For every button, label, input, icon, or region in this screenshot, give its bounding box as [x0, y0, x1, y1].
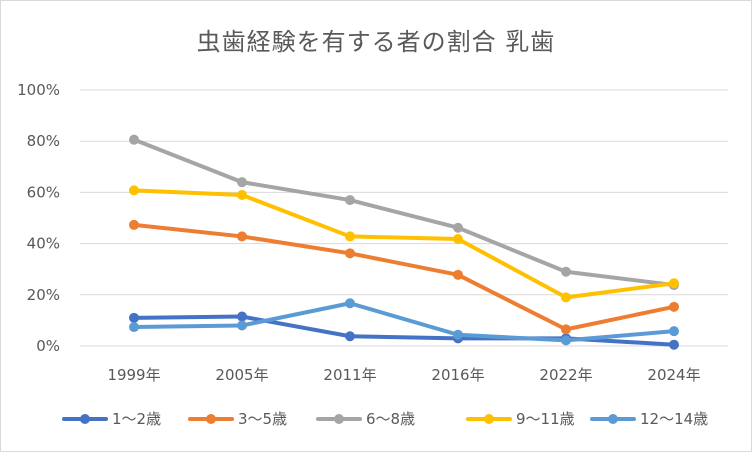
x-tick-label: 2024年 — [647, 366, 700, 384]
data-point — [237, 177, 247, 188]
gridlines — [80, 89, 728, 347]
series-line — [132, 301, 676, 343]
legend-label: 3～5歳 — [238, 410, 287, 428]
data-point — [561, 292, 571, 303]
series-line — [132, 137, 676, 288]
series-line — [132, 188, 676, 300]
data-point — [453, 222, 463, 233]
data-point — [561, 266, 571, 277]
data-point — [129, 322, 139, 333]
series-line — [132, 222, 676, 332]
data-point — [129, 134, 139, 145]
y-axis-ticks: 0% 20% 40% 60% 80% 100% — [17, 81, 60, 355]
y-tick-label: 20% — [27, 286, 60, 304]
x-tick-label: 1999年 — [107, 366, 160, 384]
legend-entry: 12～14歳 — [590, 410, 708, 428]
legend-marker — [484, 414, 494, 424]
legend-label: 9～11歳 — [516, 410, 575, 428]
y-tick-label: 80% — [27, 132, 60, 150]
data-point — [669, 326, 679, 337]
data-point — [561, 324, 571, 335]
legend-label: 6～8歳 — [366, 410, 415, 428]
y-tick-label: 100% — [17, 81, 60, 99]
data-point — [237, 311, 247, 322]
data-point — [453, 269, 463, 280]
legend-entry: 1～2歳 — [62, 410, 161, 428]
legend-marker — [206, 414, 216, 424]
series-2 — [129, 219, 679, 335]
legend-marker — [334, 414, 344, 424]
data-point — [129, 312, 139, 323]
data-point — [669, 278, 679, 289]
data-point — [345, 248, 355, 259]
y-tick-label: 0% — [36, 337, 60, 355]
data-point — [237, 231, 247, 242]
x-tick-label: 2011年 — [323, 366, 376, 384]
legend-entry: 9～11歳 — [466, 410, 575, 428]
data-point — [129, 185, 139, 196]
x-axis-ticks: 1999年 2005年 2011年 2016年 2022年 2024年 — [107, 366, 700, 384]
data-point — [453, 329, 463, 340]
series-lines — [129, 134, 679, 350]
x-tick-label: 2005年 — [215, 366, 268, 384]
data-point — [561, 335, 571, 346]
x-tick-label: 2022年 — [539, 366, 592, 384]
data-point — [453, 233, 463, 244]
legend-marker — [80, 414, 90, 424]
data-point — [237, 189, 247, 200]
legend-marker — [608, 414, 618, 424]
legend-label: 1～2歳 — [112, 410, 161, 428]
data-point — [669, 301, 679, 312]
series-4 — [129, 185, 679, 303]
data-point — [669, 339, 679, 350]
data-point — [345, 231, 355, 242]
legend: 1～2歳 3～5歳 6～8歳 9～11歳 12～14歳 — [62, 410, 708, 428]
legend-label: 12～14歳 — [640, 410, 708, 428]
series-3 — [129, 134, 679, 291]
legend-entry: 6～8歳 — [316, 410, 415, 428]
chart-title: 虫歯経験を有する者の割合 乳歯 — [196, 28, 556, 56]
legend-entry: 3～5歳 — [188, 410, 287, 428]
data-point — [345, 331, 355, 342]
data-point — [237, 320, 247, 331]
data-point — [345, 195, 355, 206]
y-tick-label: 60% — [27, 183, 60, 201]
data-point — [129, 219, 139, 230]
x-tick-label: 2016年 — [431, 366, 484, 384]
series-5 — [129, 298, 679, 346]
data-point — [345, 298, 355, 309]
y-tick-label: 40% — [27, 235, 60, 253]
